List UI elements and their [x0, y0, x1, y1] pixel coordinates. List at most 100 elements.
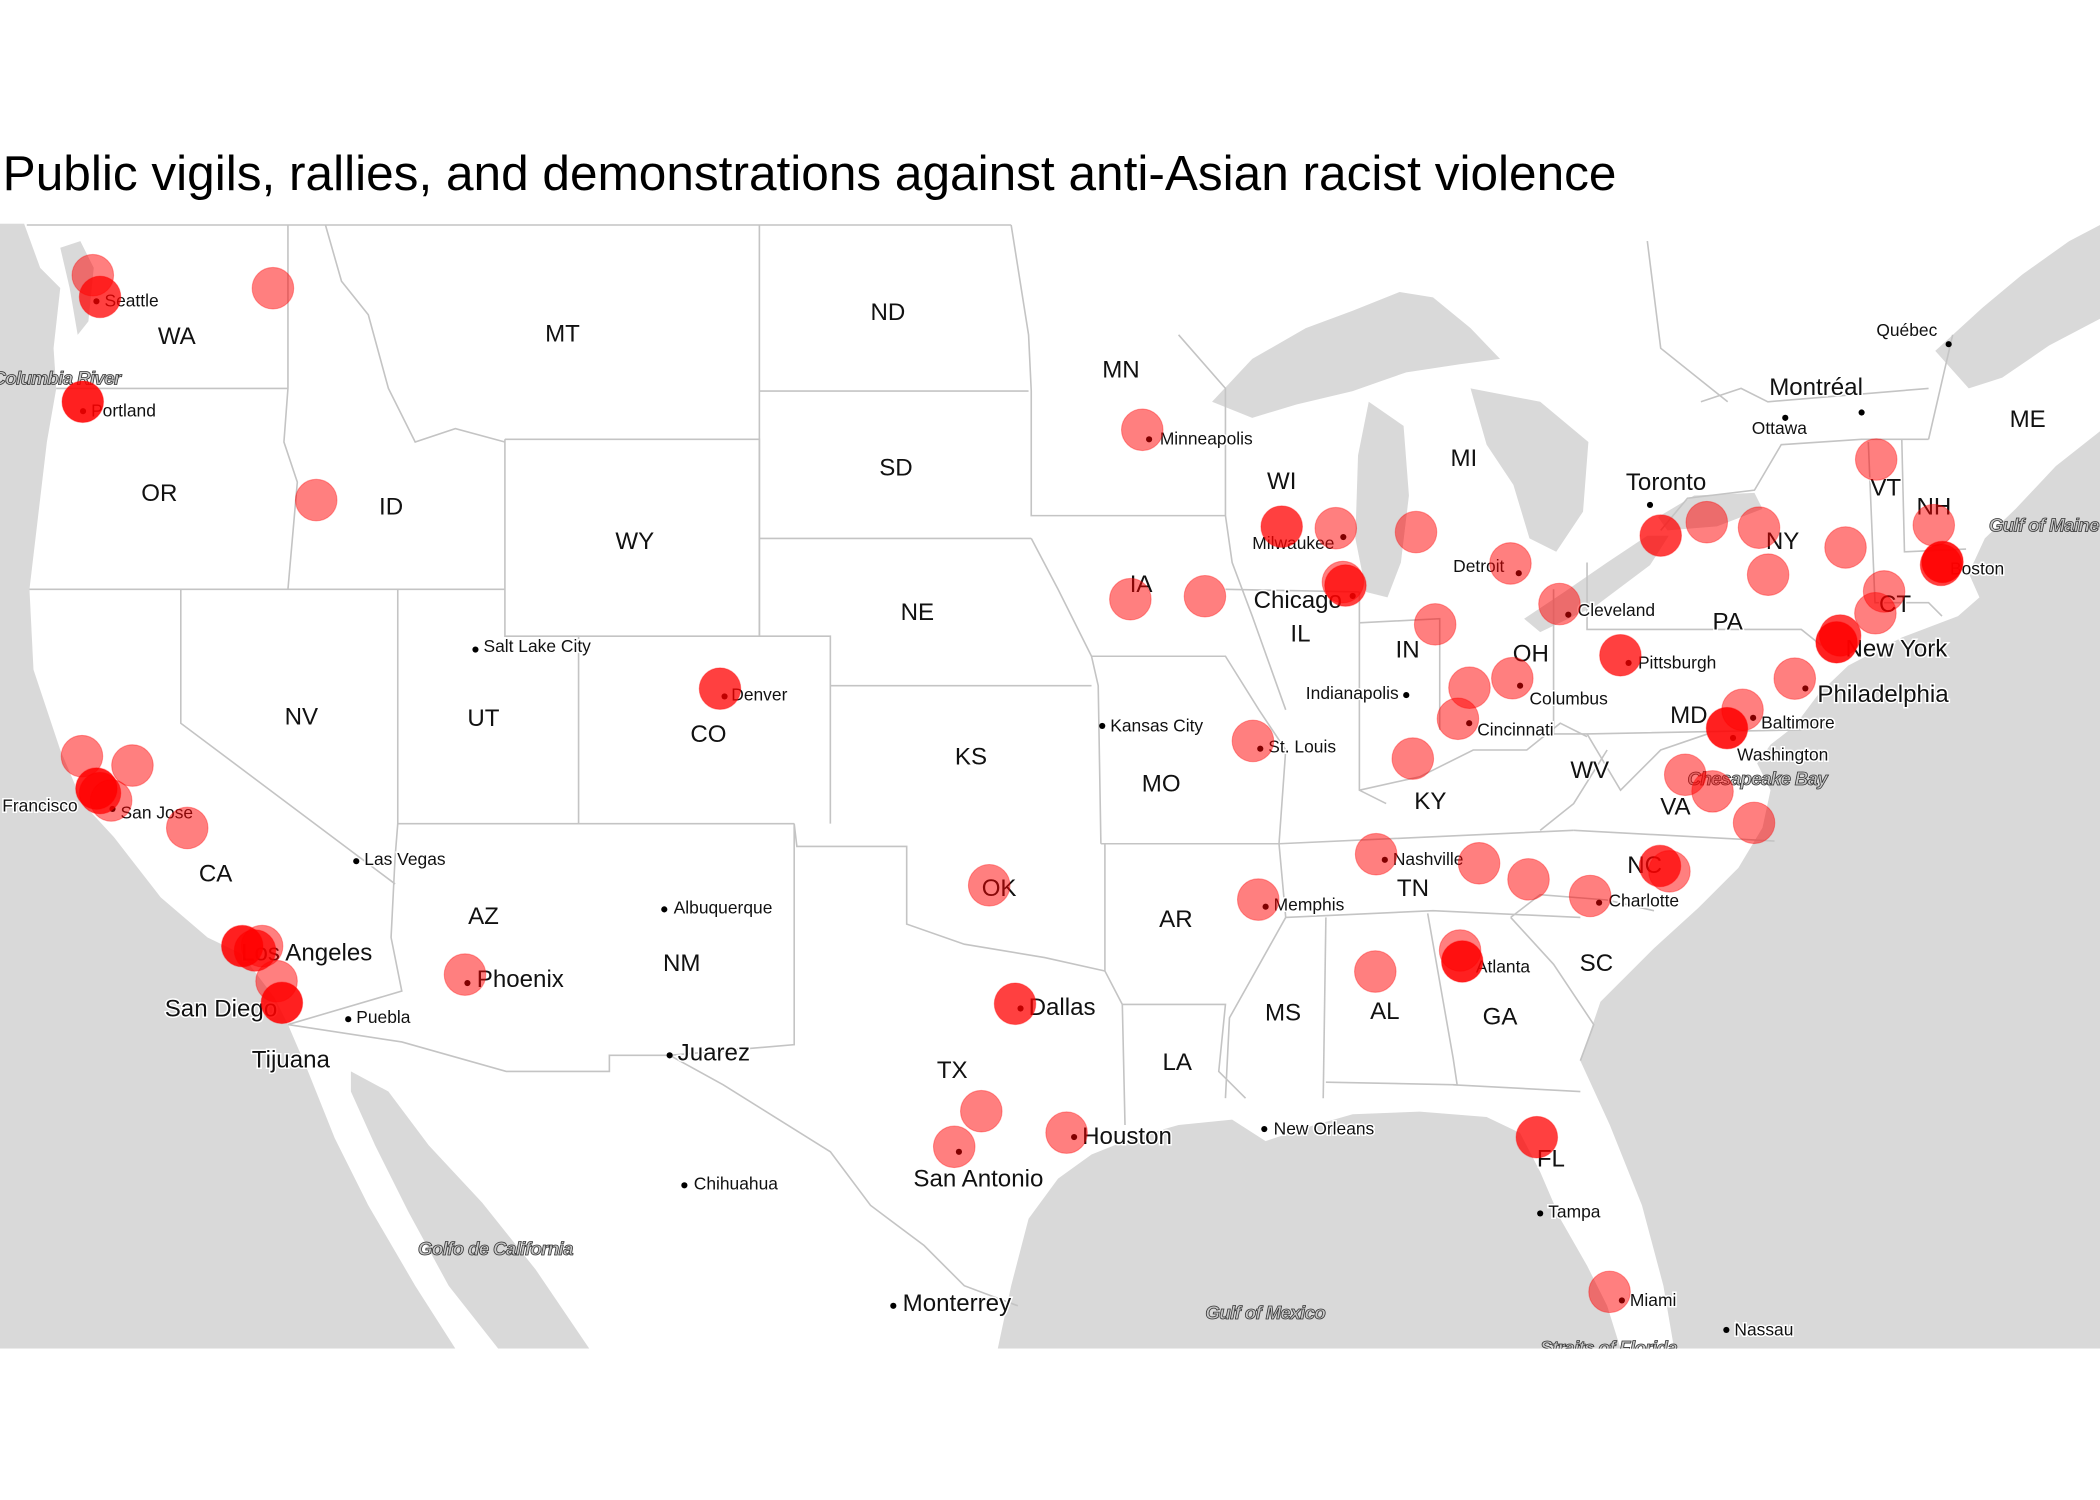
state-label: VA — [1660, 793, 1691, 820]
state-label: NV — [285, 704, 318, 731]
event-marker — [89, 779, 133, 822]
water-label: Gulf of Mexico — [1205, 1302, 1325, 1323]
water-labels: Columbia River Gulf of Maine Chesapeake … — [0, 367, 2100, 1358]
city-label: Washington — [1737, 745, 1828, 765]
city-label: Philadelphia — [1817, 681, 1949, 708]
state-label: UT — [467, 705, 499, 732]
city-label: Cleveland — [1578, 600, 1655, 620]
event-marker — [1515, 1115, 1559, 1159]
event-marker — [1538, 582, 1581, 626]
gulf-of-california — [350, 1071, 590, 1349]
state-label: MI — [1450, 445, 1477, 472]
state-label: NE — [901, 599, 934, 626]
water-label: Gulf of Maine — [1989, 515, 2099, 536]
city-label: Toronto — [1626, 469, 1706, 496]
city-label: Indianapolis — [1306, 683, 1399, 703]
state-label: TN — [1397, 875, 1429, 902]
state-label: IL — [1290, 621, 1310, 648]
city-label: Atlanta — [1476, 956, 1531, 976]
city-label: Phoenix — [477, 966, 564, 993]
city-label: Pittsburgh — [1638, 652, 1716, 672]
event-marker — [1045, 1111, 1088, 1154]
city-label: Montréal — [1769, 374, 1863, 401]
event-marker — [1824, 526, 1867, 569]
event-marker — [1260, 505, 1303, 548]
event-marker — [1737, 506, 1781, 549]
state-label: KS — [955, 744, 987, 771]
water-label: Golfo de California — [418, 1238, 573, 1259]
event-marker — [1919, 543, 1963, 587]
event-marker — [1685, 500, 1729, 544]
state-label: WY — [615, 528, 654, 555]
atlantic-ocean — [1580, 431, 2100, 1349]
state-label: WI — [1267, 468, 1296, 495]
event-marker — [1854, 591, 1897, 635]
event-marker — [165, 806, 209, 850]
gulf-of-mexico — [997, 1111, 1621, 1349]
city-label: Albuquerque — [674, 897, 773, 917]
event-marker — [1391, 737, 1435, 780]
event-marker — [1489, 542, 1532, 585]
city-label: Tampa — [1548, 1201, 1601, 1221]
water-label: Straits of Florida — [1540, 1337, 1677, 1358]
city-label: Juarez — [678, 1040, 750, 1067]
event-marker — [1691, 770, 1734, 813]
event-marker — [1639, 514, 1683, 557]
state-label: CA — [199, 860, 233, 887]
city-label: Denver — [731, 684, 787, 704]
state-label: ND — [871, 299, 906, 326]
state-label: MD — [1670, 702, 1707, 729]
event-marker — [1394, 510, 1438, 554]
city-label: Salt Lake City — [483, 636, 591, 656]
event-marker — [1491, 656, 1534, 700]
event-marker — [1588, 1270, 1631, 1314]
city-label: Memphis — [1274, 895, 1345, 915]
event-marker — [1440, 940, 1484, 983]
event-marker — [1354, 832, 1398, 876]
event-marker — [294, 478, 338, 522]
lake-huron — [1470, 388, 1589, 552]
event-marker — [251, 266, 295, 310]
city-label: Tijuana — [252, 1046, 331, 1073]
event-marker — [1236, 878, 1280, 921]
gulf-of-st-lawrence — [1935, 225, 2100, 389]
event-marker — [1324, 564, 1367, 607]
event-marker — [443, 953, 487, 996]
city-label: Portland — [91, 401, 156, 421]
city-label: San Diego — [165, 996, 278, 1023]
event-marker — [1120, 408, 1164, 452]
state-label: CO — [690, 721, 726, 748]
city-label: Chihuahua — [694, 1173, 779, 1193]
state-label: SD — [879, 454, 912, 481]
event-markers — [60, 253, 1964, 1314]
state-label: ID — [379, 493, 403, 520]
event-marker — [967, 863, 1011, 907]
event-marker — [78, 275, 122, 319]
state-label: WA — [158, 323, 197, 350]
event-marker — [1815, 621, 1858, 664]
state-label: AR — [1159, 906, 1192, 933]
state-label: MO — [1142, 771, 1181, 798]
event-marker — [1413, 603, 1457, 646]
lake-michigan — [1355, 401, 1409, 598]
event-marker — [932, 1125, 976, 1169]
event-marker — [1457, 842, 1501, 885]
event-marker — [1314, 506, 1358, 550]
event-marker — [1746, 553, 1790, 596]
event-marker — [1507, 858, 1550, 901]
event-marker — [1109, 577, 1152, 621]
state-label: ME — [2010, 406, 2046, 433]
city-label: Monterrey — [903, 1290, 1011, 1317]
event-marker — [1721, 688, 1764, 732]
event-marker — [1854, 438, 1898, 481]
lake-superior — [1212, 291, 1500, 418]
event-marker — [1599, 634, 1642, 677]
city-label: New Orleans — [1274, 1118, 1375, 1138]
event-marker — [1648, 850, 1691, 893]
water-label: Columbia River — [0, 367, 123, 388]
state-label: TX — [937, 1057, 968, 1084]
state-label: KY — [1414, 788, 1446, 815]
basemap — [0, 223, 2100, 1349]
event-marker — [1354, 950, 1397, 993]
